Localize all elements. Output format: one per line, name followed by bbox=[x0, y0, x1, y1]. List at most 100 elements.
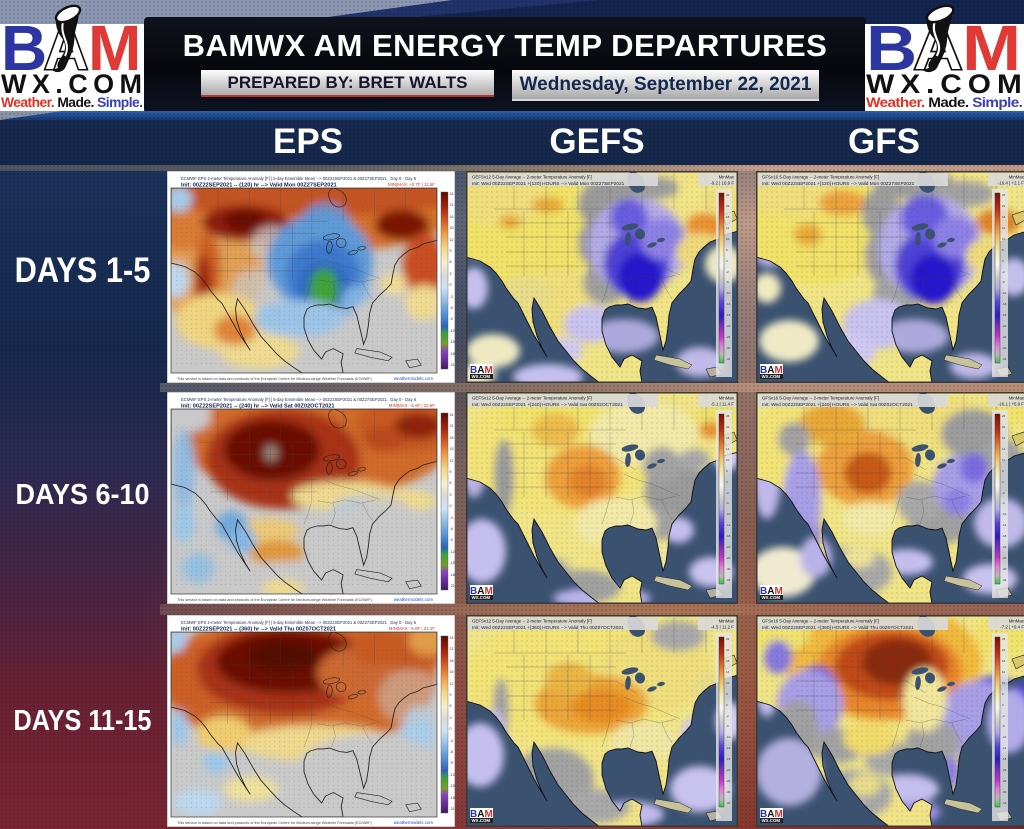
svg-text:18: 18 bbox=[726, 659, 730, 663]
svg-text:-6: -6 bbox=[726, 280, 729, 284]
svg-text:-6: -6 bbox=[1002, 280, 1005, 284]
svg-text:2: 2 bbox=[1002, 480, 1004, 484]
svg-text:BAM: BAM bbox=[470, 586, 493, 597]
svg-text:6: 6 bbox=[726, 692, 728, 696]
svg-text:-18: -18 bbox=[1002, 534, 1007, 538]
svg-text:14: 14 bbox=[726, 447, 730, 451]
svg-text:Weather. Made. Simple.: Weather. Made. Simple. bbox=[866, 96, 1023, 111]
svg-text:-30: -30 bbox=[726, 790, 731, 794]
svg-text:-18: -18 bbox=[726, 534, 731, 538]
svg-text:26: 26 bbox=[1002, 193, 1006, 197]
svg-text:This service is based on data: This service is based on data and produc… bbox=[177, 598, 372, 602]
svg-text:GFSv16 5-Day Average -- 2-mete: GFSv16 5-Day Average -- 2-meter Temperat… bbox=[762, 619, 879, 624]
svg-text:-22: -22 bbox=[1002, 768, 1007, 772]
svg-text:26: 26 bbox=[726, 414, 730, 418]
svg-text:-6: -6 bbox=[1002, 501, 1005, 505]
svg-text:24: 24 bbox=[450, 636, 454, 640]
svg-text:6: 6 bbox=[1002, 248, 1004, 252]
svg-text:-26: -26 bbox=[1002, 556, 1007, 560]
svg-text:-10: -10 bbox=[726, 291, 731, 295]
svg-text:MIN|MAX: +0.7F | 11.5F: MIN|MAX: +0.7F | 11.5F bbox=[388, 182, 435, 187]
svg-text:-10: -10 bbox=[1002, 291, 1007, 295]
svg-text:0: 0 bbox=[450, 504, 452, 508]
svg-text:-6: -6 bbox=[726, 724, 729, 728]
svg-text:12: 12 bbox=[450, 238, 454, 242]
svg-text:26: 26 bbox=[1002, 637, 1006, 641]
svg-text:GEFSv12 5-Day Average -- 2-met: GEFSv12 5-Day Average -- 2-meter Tempera… bbox=[472, 619, 592, 624]
svg-text:9: 9 bbox=[450, 470, 452, 474]
svg-text:-30: -30 bbox=[1002, 346, 1007, 350]
svg-text:18: 18 bbox=[450, 215, 454, 219]
svg-text:Init: Wed 00Z22SEP2021 +[120]: Init: Wed 00Z22SEP2021 +[120] HOURS --> … bbox=[762, 181, 915, 187]
svg-text:-7.2 | +9.4 F: -7.2 | +9.4 F bbox=[1000, 625, 1024, 630]
svg-text:0: 0 bbox=[450, 283, 452, 287]
svg-text:21: 21 bbox=[450, 424, 454, 428]
svg-text:-14: -14 bbox=[1002, 523, 1007, 527]
svg-text:18: 18 bbox=[450, 436, 454, 440]
svg-text:GEFSv12 5-Day Average -- 2-met: GEFSv12 5-Day Average -- 2-meter Tempera… bbox=[472, 175, 592, 180]
svg-text:-18: -18 bbox=[726, 313, 731, 317]
svg-text:-14: -14 bbox=[726, 746, 731, 750]
svg-text:-30: -30 bbox=[726, 567, 731, 571]
svg-text:-10: -10 bbox=[726, 735, 731, 739]
svg-text:GFSv16 5-Day Average -- 2-mete: GFSv16 5-Day Average -- 2-meter Temperat… bbox=[762, 175, 879, 180]
svg-text:14: 14 bbox=[1002, 670, 1006, 674]
svg-text:6: 6 bbox=[450, 704, 452, 708]
svg-text:18: 18 bbox=[450, 659, 454, 663]
svg-text:3: 3 bbox=[450, 716, 452, 720]
svg-text:-18: -18 bbox=[726, 757, 731, 761]
svg-text:-34: -34 bbox=[1002, 578, 1007, 582]
svg-text:6: 6 bbox=[1002, 469, 1004, 473]
svg-text:WX.COM: WX.COM bbox=[472, 374, 491, 379]
svg-text:-26: -26 bbox=[1002, 335, 1007, 339]
svg-text:ECMWF EPS 2-meter Temperature: ECMWF EPS 2-meter Temperature Anomaly [F… bbox=[181, 176, 417, 181]
svg-text:24: 24 bbox=[450, 192, 454, 196]
svg-text:-34: -34 bbox=[726, 357, 731, 361]
svg-text:Init: Wed 00Z22SEP2021 +[360]: Init: Wed 00Z22SEP2021 +[360] HOURS --> … bbox=[762, 625, 914, 631]
svg-text:Init: Wed 00Z22SEP2021 +[120]: Init: Wed 00Z22SEP2021 +[120] HOURS --> … bbox=[472, 181, 625, 187]
svg-text:14: 14 bbox=[726, 226, 730, 230]
svg-text:-21: -21 bbox=[450, 363, 455, 367]
svg-text:2: 2 bbox=[726, 259, 728, 263]
svg-text:weathermodels.com: weathermodels.com bbox=[394, 376, 434, 381]
svg-text:-2: -2 bbox=[726, 270, 729, 274]
svg-text:-2: -2 bbox=[726, 491, 729, 495]
svg-text:MinMax: MinMax bbox=[1009, 396, 1024, 401]
svg-text:Init: Wed 00Z22SEP2021 +[240]: Init: Wed 00Z22SEP2021 +[240] HOURS --> … bbox=[762, 402, 913, 408]
svg-text:26: 26 bbox=[1002, 414, 1006, 418]
svg-text:-15: -15 bbox=[450, 784, 455, 788]
svg-text:-26: -26 bbox=[1002, 779, 1007, 783]
svg-text:Init: Wed 00Z22SEP2021 +[240]: Init: Wed 00Z22SEP2021 +[240] HOURS --> … bbox=[472, 402, 623, 408]
svg-text:-18: -18 bbox=[1002, 757, 1007, 761]
svg-text:-12: -12 bbox=[450, 773, 455, 777]
svg-text:24: 24 bbox=[450, 413, 454, 417]
svg-text:MIN|MAX: -5.6F | 21.2F: MIN|MAX: -5.6F | 21.2F bbox=[389, 626, 436, 631]
svg-text:-26: -26 bbox=[726, 335, 731, 339]
svg-text:B: B bbox=[1, 12, 47, 84]
svg-text:-15: -15 bbox=[450, 561, 455, 565]
svg-text:-9: -9 bbox=[450, 538, 453, 542]
svg-text:weathermodels.com: weathermodels.com bbox=[394, 820, 434, 825]
svg-text:22: 22 bbox=[1002, 204, 1006, 208]
svg-text:-10: -10 bbox=[1002, 512, 1007, 516]
svg-text:-18: -18 bbox=[450, 352, 455, 356]
svg-text:-22: -22 bbox=[726, 324, 731, 328]
svg-text:-16.1 | +5.9 F: -16.1 | +5.9 F bbox=[998, 402, 1024, 407]
svg-text:Init: 00Z22SEP2021 -- (360) hr: Init: 00Z22SEP2021 -- (360) hr --> Valid… bbox=[181, 627, 336, 633]
svg-text:MinMax: MinMax bbox=[719, 396, 735, 401]
svg-text:-34: -34 bbox=[1002, 801, 1007, 805]
svg-text:weathermodels.com: weathermodels.com bbox=[394, 597, 434, 602]
svg-text:3: 3 bbox=[450, 493, 452, 497]
svg-text:26: 26 bbox=[726, 193, 730, 197]
svg-text:-30: -30 bbox=[1002, 567, 1007, 571]
svg-text:-12: -12 bbox=[450, 329, 455, 333]
svg-text:-4.5 | 11.2 F: -4.5 | 11.2 F bbox=[711, 625, 735, 630]
svg-text:-34: -34 bbox=[726, 801, 731, 805]
svg-text:6: 6 bbox=[1002, 692, 1004, 696]
svg-text:WX.COM: WX.COM bbox=[472, 595, 491, 600]
svg-text:MinMax: MinMax bbox=[1009, 619, 1024, 624]
svg-text:18: 18 bbox=[726, 215, 730, 219]
svg-text:2: 2 bbox=[726, 480, 728, 484]
svg-text:-3: -3 bbox=[450, 295, 453, 299]
svg-text:18: 18 bbox=[726, 436, 730, 440]
